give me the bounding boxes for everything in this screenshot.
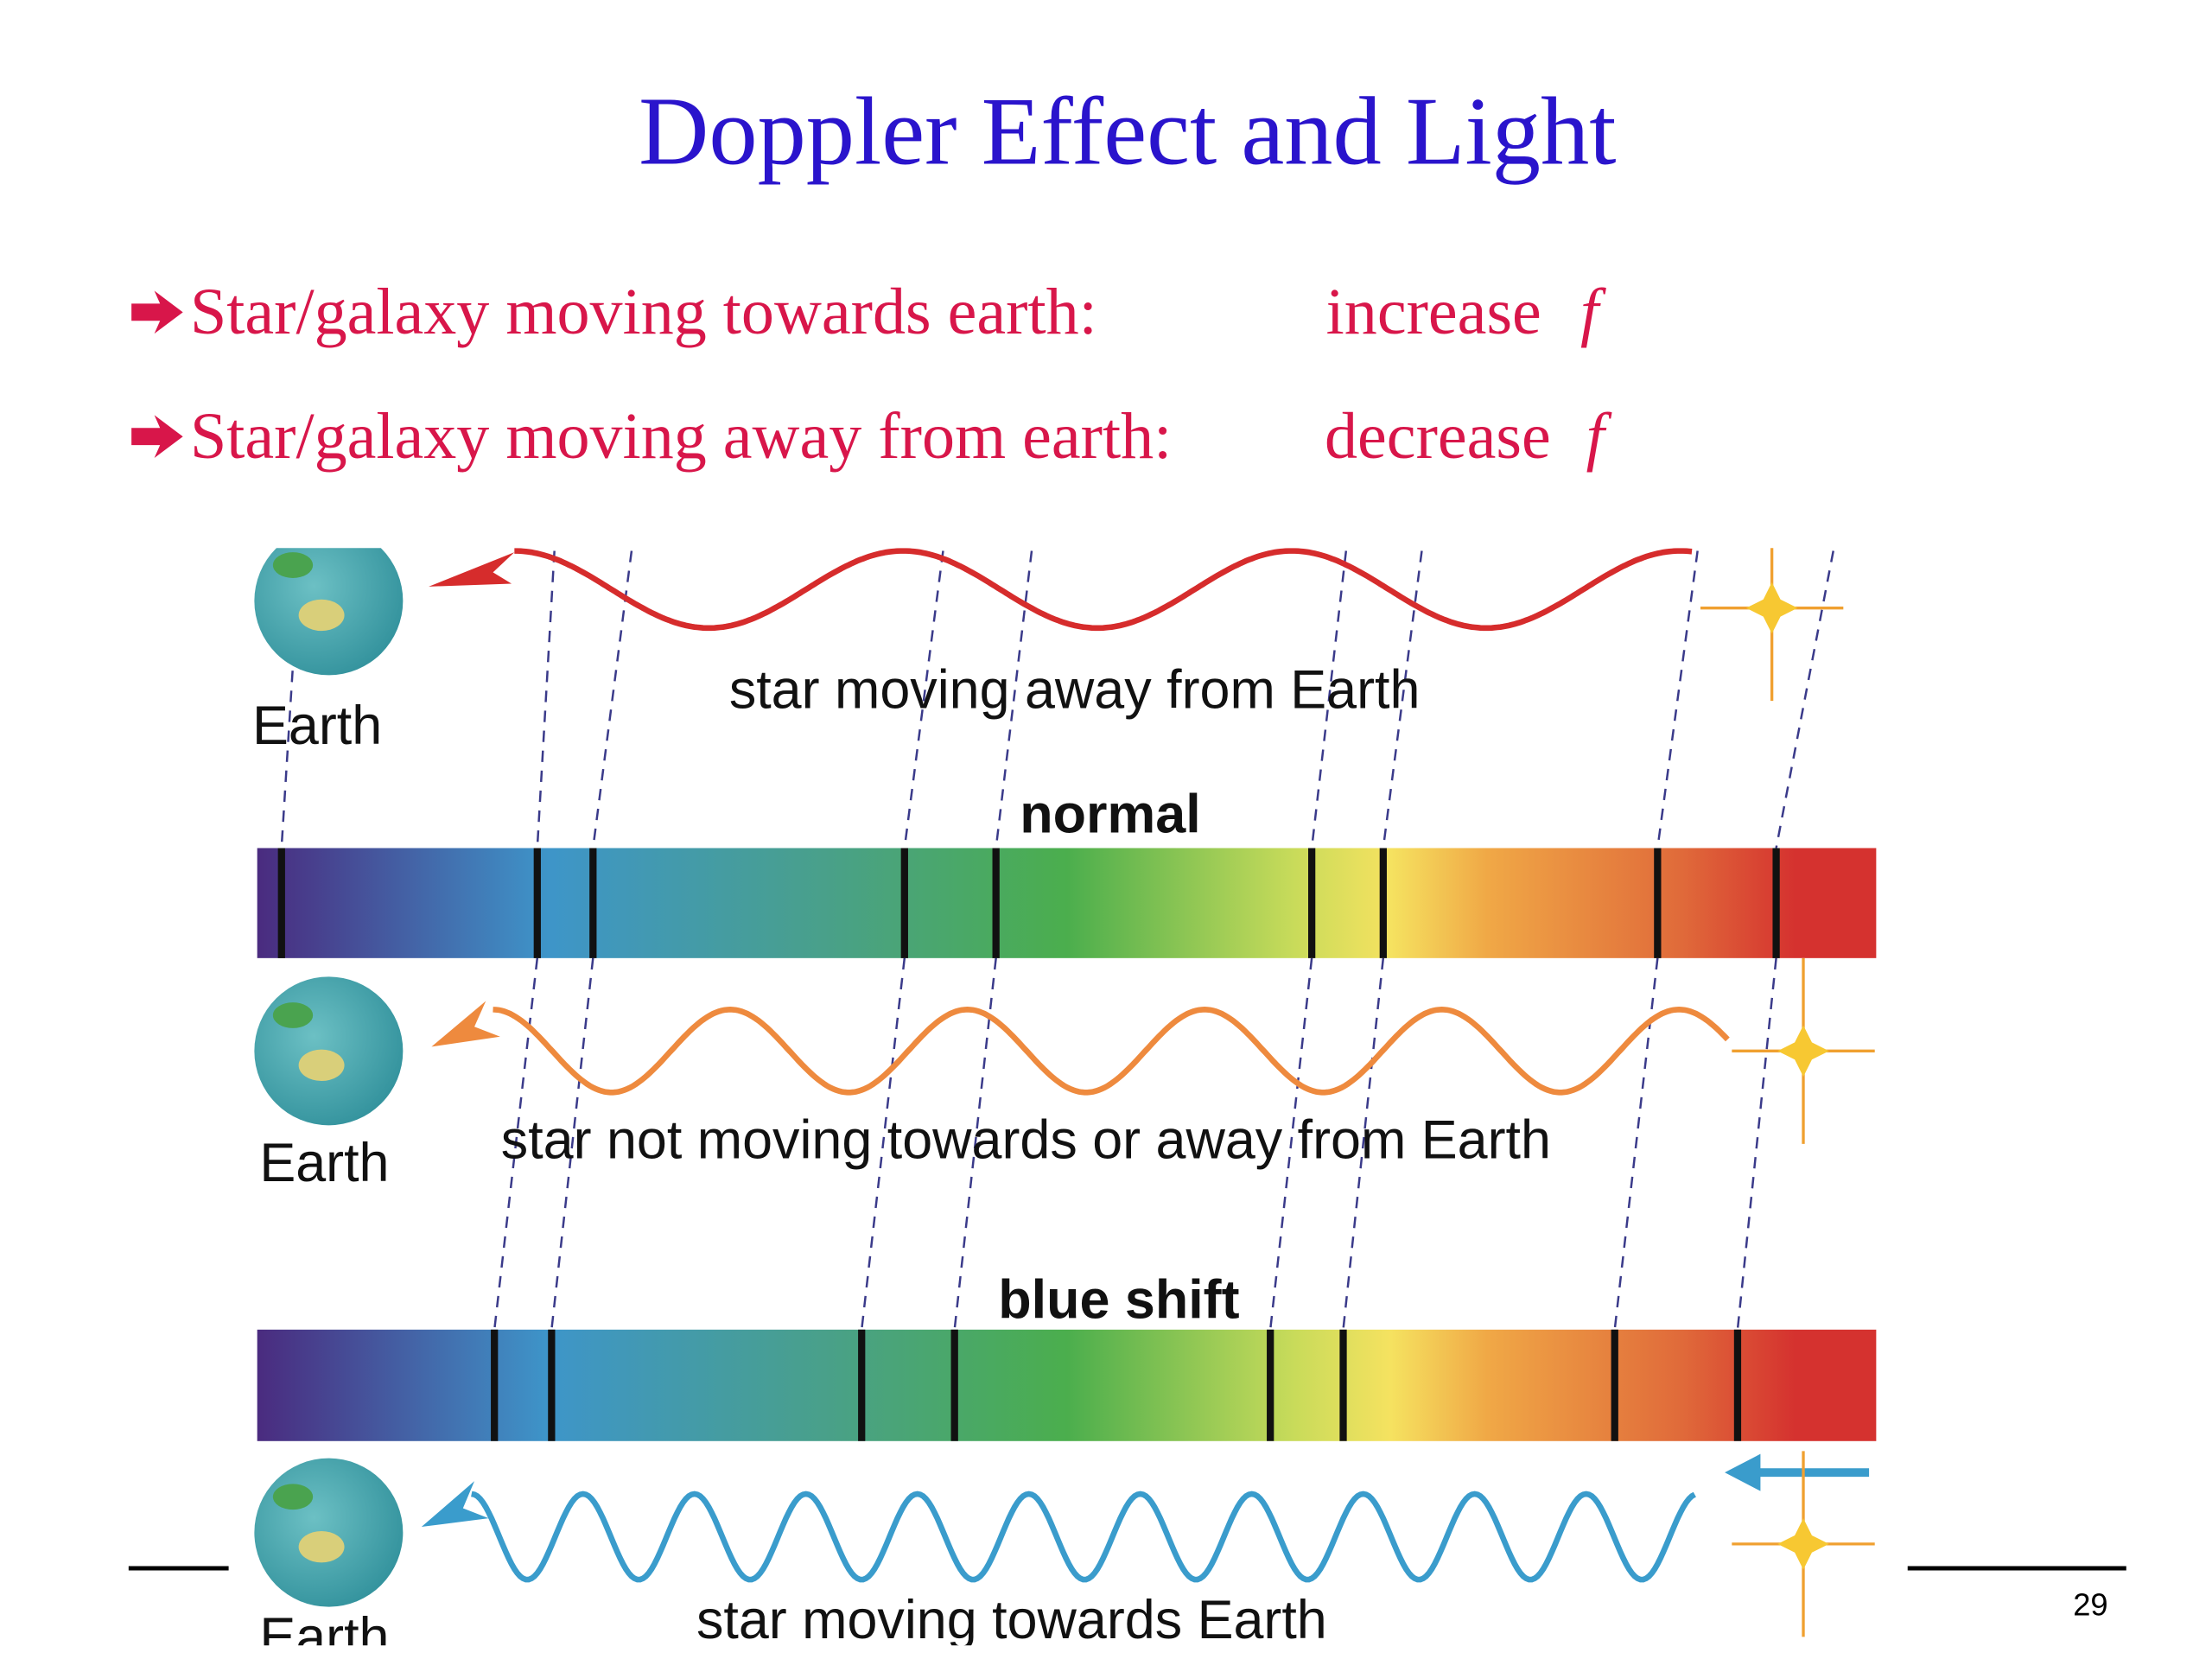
arrowhead — [421, 1481, 489, 1528]
spectrum-label: normal — [1020, 784, 1200, 844]
wave — [471, 1491, 1696, 1583]
star — [1777, 1025, 1829, 1077]
bullet-text: Star/galaxy moving towards earth: — [190, 276, 1097, 348]
spectrum-bar — [257, 1329, 1877, 1441]
arrowhead — [431, 1001, 500, 1047]
earth-label: Earth — [259, 1607, 389, 1659]
bullet-symbol: f — [1586, 400, 1612, 473]
continent — [272, 1484, 314, 1510]
caption: star moving towards Earth — [696, 1590, 1327, 1650]
star — [1777, 1518, 1829, 1570]
connector — [953, 957, 997, 1330]
wave — [493, 1007, 1730, 1096]
connector — [860, 957, 906, 1330]
continent — [272, 552, 314, 578]
connector — [995, 550, 1033, 849]
bullet-effect: decrease — [1325, 400, 1551, 473]
bullet-2: Star/galaxy moving away from earth: decr… — [131, 400, 1612, 473]
connector — [1656, 550, 1699, 849]
connector — [536, 550, 556, 849]
continent — [298, 599, 345, 632]
continent — [272, 1002, 314, 1028]
bullet-1: Star/galaxy moving towards earth: increa… — [131, 276, 1606, 348]
earth-label: Earth — [252, 696, 382, 756]
bullet-arrow — [131, 415, 183, 459]
connector — [1310, 550, 1348, 849]
connector — [1342, 957, 1385, 1330]
title: Doppler Effect and Light — [639, 78, 1616, 185]
doppler-diagram: normal blue shift Earth Earth Earth star… — [252, 548, 1877, 1659]
arrowhead — [1725, 1453, 1761, 1491]
bullet-effect: increase — [1326, 276, 1541, 348]
caption: star moving away from Earth — [729, 659, 1421, 720]
spectrum-bar — [257, 848, 1877, 958]
continent — [298, 1530, 345, 1563]
earth-label: Earth — [259, 1133, 389, 1193]
wave — [514, 548, 1693, 632]
bullet-arrow — [131, 290, 183, 334]
connector — [1775, 550, 1834, 849]
star — [1745, 582, 1798, 634]
connector — [903, 550, 944, 849]
connector — [493, 957, 539, 1330]
continent — [298, 1049, 345, 1082]
connector — [1613, 957, 1659, 1330]
page-number: 29 — [2073, 1587, 2107, 1623]
bullet-text: Star/galaxy moving away from earth: — [190, 400, 1172, 473]
bullet-symbol: f — [1580, 276, 1606, 348]
connector — [1268, 957, 1313, 1330]
caption: star not moving towards or away from Ear… — [501, 1109, 1551, 1170]
arrowhead — [429, 552, 515, 587]
connector — [550, 957, 594, 1330]
spectrum-label: blue shift — [998, 1270, 1239, 1331]
connector — [1736, 957, 1777, 1330]
connector — [1382, 550, 1423, 849]
